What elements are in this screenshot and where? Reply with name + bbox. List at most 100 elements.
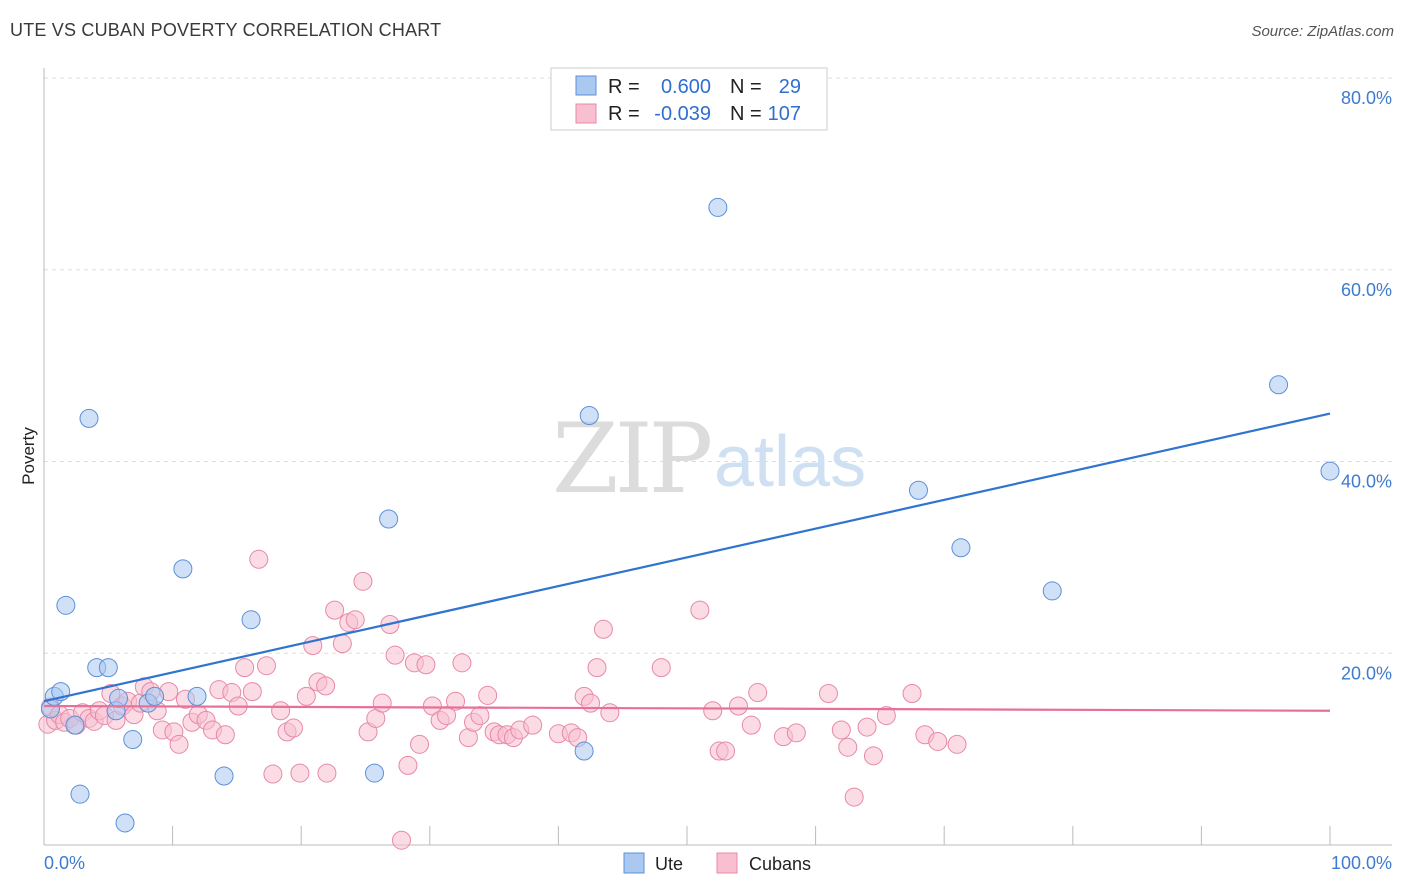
y-axis-label: Poverty: [19, 427, 38, 485]
legend-swatch-cubans: [575, 103, 597, 124]
cubans-point: [728, 696, 748, 716]
y-tick-label: 40.0%: [1341, 472, 1392, 492]
cubans-point: [235, 658, 255, 678]
cubans-point: [345, 610, 365, 630]
cubans-point: [249, 549, 269, 569]
cubans-point: [863, 746, 883, 766]
legend-swatch-ute: [575, 75, 597, 96]
cubans-point: [831, 720, 851, 740]
cubans-point: [385, 645, 405, 665]
legend-r-label-cubans: R =: [608, 103, 640, 125]
bottom-legend-label-cubans: Cubans: [749, 854, 811, 874]
source-label: Source: ZipAtlas.com: [1251, 23, 1394, 40]
cubans-point: [587, 658, 607, 678]
cubans-point: [928, 731, 948, 751]
cubans-point: [271, 701, 291, 721]
ute-point: [365, 763, 385, 783]
ute-point: [187, 686, 207, 706]
cubans-point: [741, 715, 761, 735]
cubans-point: [857, 717, 877, 737]
ute-trend-line: [43, 412, 1331, 703]
ute-point: [79, 408, 99, 428]
ute-point: [1320, 461, 1340, 481]
watermark-zip: ZIP: [552, 403, 711, 515]
ute-point: [123, 730, 143, 750]
ute-point: [109, 688, 129, 708]
y-tick-label: 60.0%: [1341, 280, 1392, 300]
bottom-legend-swatch-cubans: [716, 852, 738, 874]
ute-point: [98, 658, 118, 678]
cubans-point: [452, 653, 472, 673]
cubans-point: [478, 685, 498, 705]
cubans-point: [593, 619, 613, 639]
chart-title: UTE VS CUBAN POVERTY CORRELATION CHART: [10, 20, 442, 40]
cubans-point: [353, 571, 373, 591]
ute-point: [115, 813, 135, 833]
y-tick-label: 80.0%: [1341, 88, 1392, 108]
legend-box: R = 0.600 N = 29 R = -0.039 N = 107: [550, 67, 828, 131]
legend-r-label-ute: R =: [608, 76, 640, 98]
cubans-point: [716, 741, 736, 761]
ute-point: [241, 610, 261, 630]
legend-r-value-cubans: -0.039: [654, 103, 711, 125]
legend-r-value-ute: 0.600: [661, 76, 711, 98]
x-tick-label-min: 0.0%: [44, 853, 85, 873]
legend-n-value-cubans: 107: [768, 103, 801, 125]
bottom-legend: Ute Cubans: [623, 852, 811, 874]
cubans-point: [398, 755, 418, 775]
cubans-trend-line: [43, 704, 1331, 712]
cubans-point: [600, 703, 620, 723]
ute-point: [173, 559, 193, 579]
ute-point: [145, 686, 165, 706]
cubans-point: [283, 718, 303, 738]
cubans-point: [844, 787, 864, 807]
gridlines: [44, 77, 1392, 654]
x-ticks: [43, 826, 1331, 845]
cubans-point: [947, 734, 967, 754]
ute-point: [214, 766, 234, 786]
ute-point: [708, 197, 728, 217]
bottom-legend-label-ute: Ute: [655, 854, 683, 874]
ute-point: [56, 595, 76, 615]
ute-point: [1042, 581, 1062, 601]
trend-lines: [43, 412, 1331, 712]
y-tick-labels: 20.0% 40.0% 60.0% 80.0%: [1341, 88, 1392, 683]
cubans-point: [372, 693, 392, 713]
legend-frame: [550, 67, 828, 131]
cubans-point: [316, 676, 336, 696]
bottom-legend-swatch-ute: [623, 852, 645, 874]
ute-point: [951, 538, 971, 558]
ute-point: [1269, 375, 1289, 395]
ute-point: [379, 509, 399, 529]
cubans-point: [296, 686, 316, 706]
cubans-point: [392, 830, 412, 850]
cubans-point: [410, 734, 430, 754]
cubans-point: [748, 683, 768, 703]
cubans-point: [470, 706, 490, 726]
cubans-point: [703, 701, 723, 721]
cubans-point: [325, 600, 345, 620]
cubans-point: [317, 763, 337, 783]
legend-n-label-cubans: N =: [730, 103, 762, 125]
cubans-point: [690, 600, 710, 620]
cubans-point: [786, 723, 806, 743]
cubans-point: [581, 693, 601, 713]
x-tick-label-max: 100.0%: [1331, 853, 1392, 873]
cubans-point: [256, 656, 276, 676]
cubans-points: [38, 549, 967, 850]
cubans-point: [215, 725, 235, 745]
cubans-point: [263, 764, 283, 784]
cubans-point: [902, 684, 922, 704]
ute-point: [70, 784, 90, 804]
cubans-point: [651, 658, 671, 678]
cubans-point: [876, 706, 896, 726]
cubans-point: [838, 737, 858, 757]
ute-point: [908, 480, 928, 500]
cubans-point: [416, 655, 436, 675]
cubans-point: [818, 684, 838, 704]
cubans-point: [242, 682, 262, 702]
y-tick-label: 20.0%: [1341, 663, 1392, 683]
ute-point: [574, 741, 594, 761]
cubans-point: [290, 763, 310, 783]
